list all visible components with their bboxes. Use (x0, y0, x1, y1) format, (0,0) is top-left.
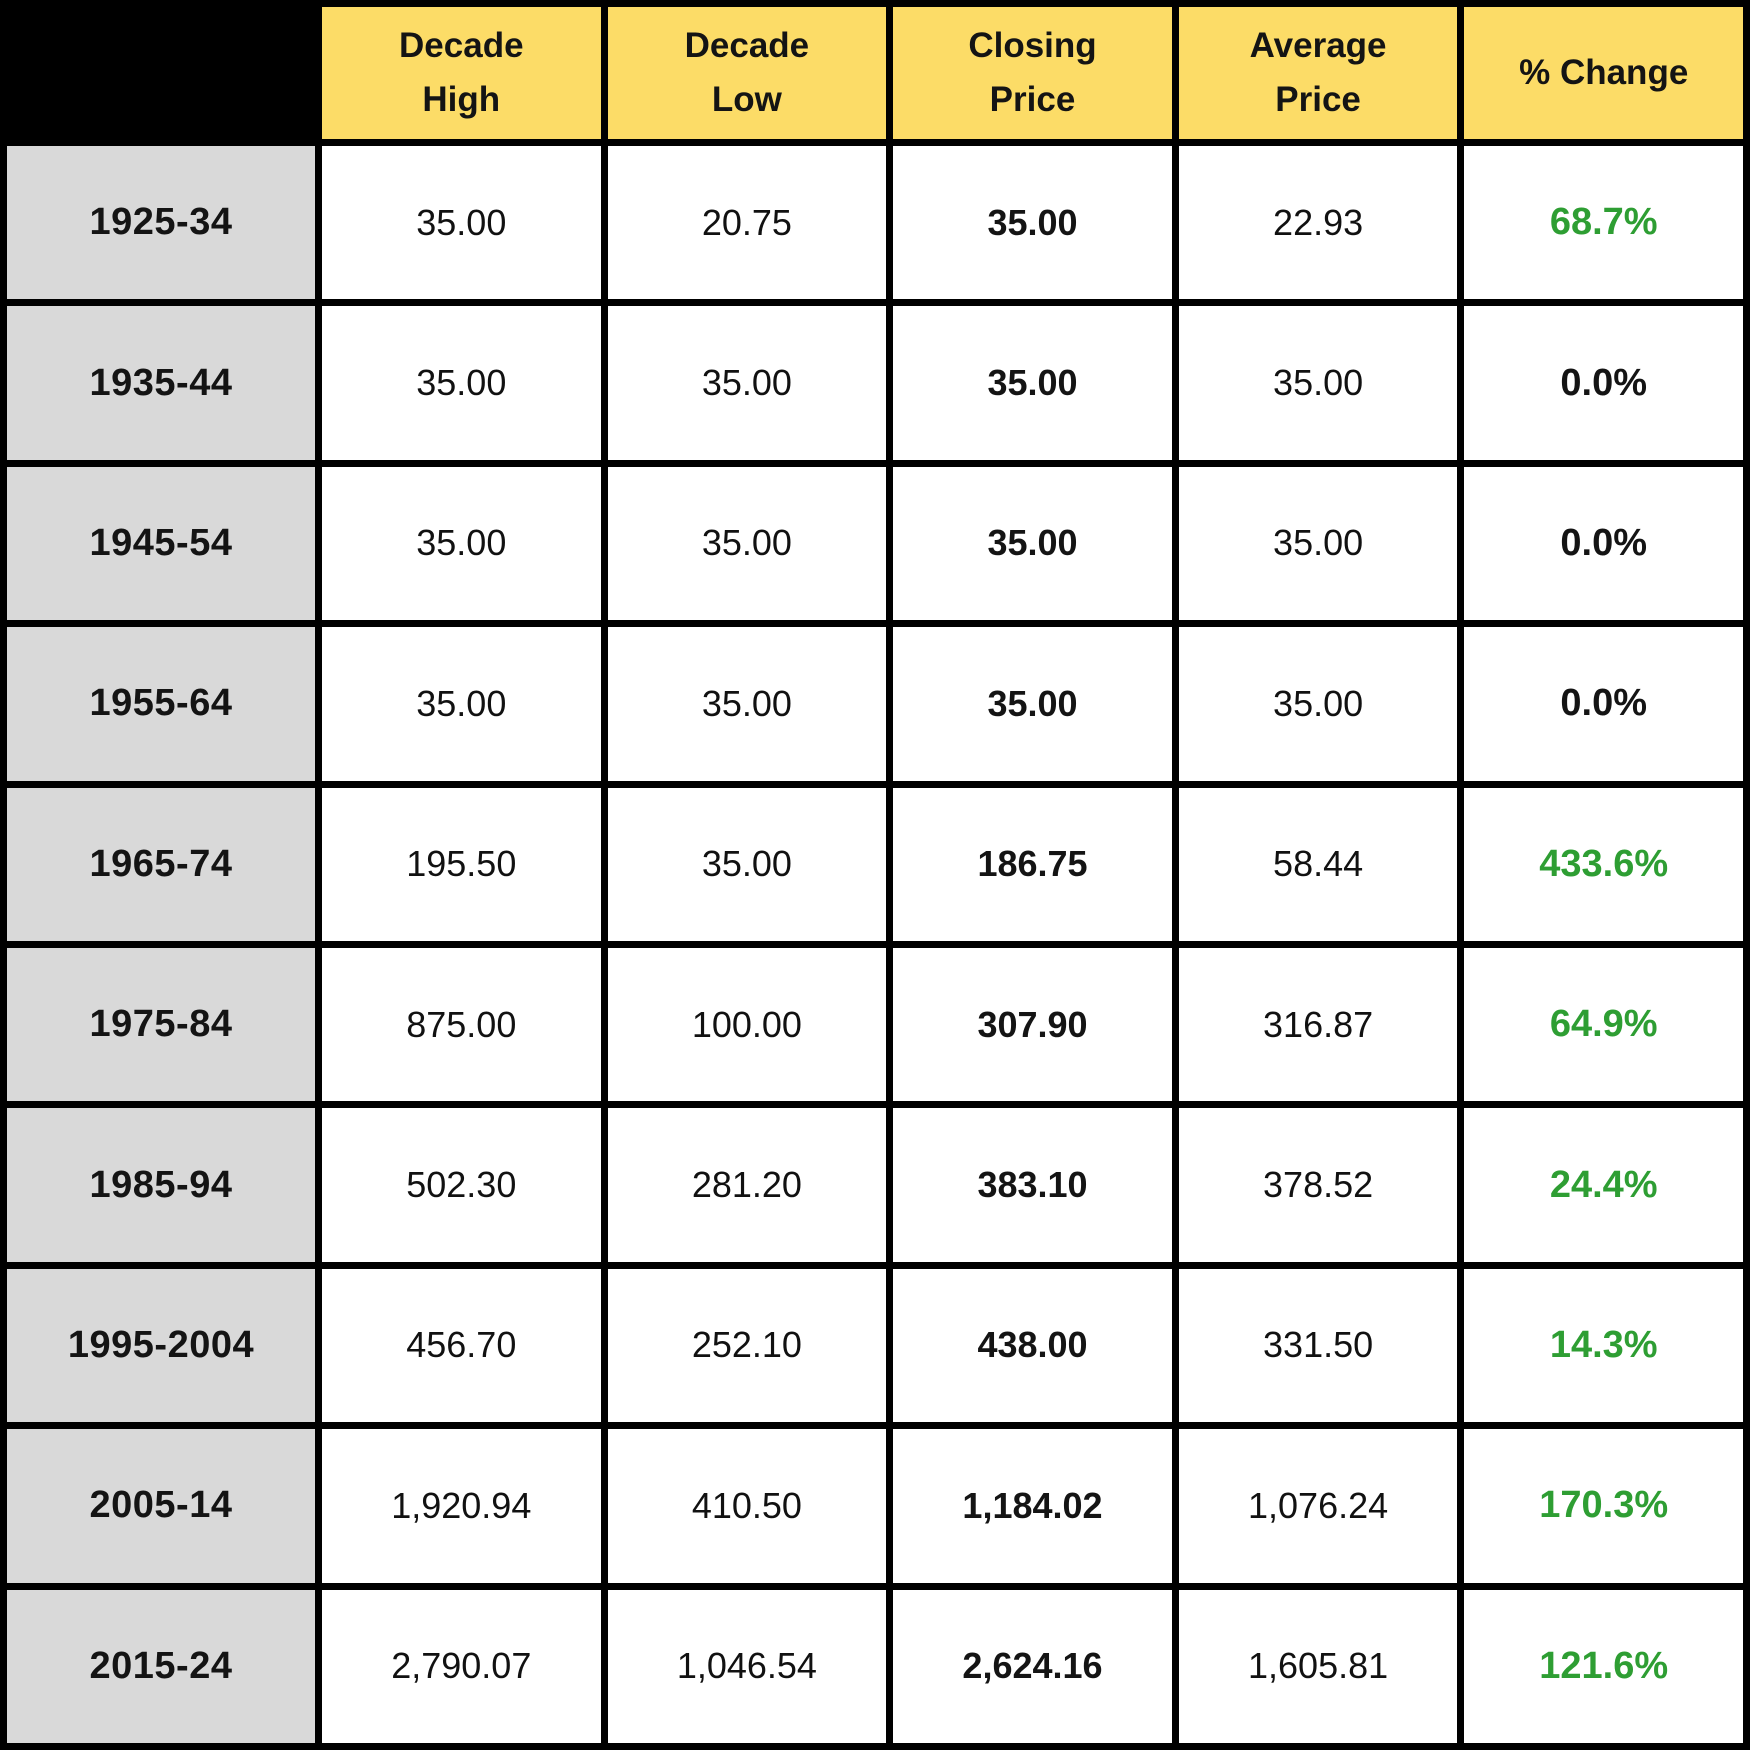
cell-decade-low: 100.00 (607, 947, 887, 1102)
cell-average-price: 35.00 (1178, 627, 1458, 781)
cell-average-price: 331.50 (1178, 1268, 1458, 1423)
cell-pct-change: 68.7% (1464, 146, 1743, 300)
cell-pct-change: 170.3% (1464, 1429, 1743, 1583)
row-label: 1975-84 (7, 947, 315, 1102)
cell-pct-change: 0.0% (1464, 306, 1743, 460)
cell-closing-price: 1,184.02 (893, 1429, 1172, 1583)
cell-pct-change: 0.0% (1464, 466, 1743, 621)
corner-cell (7, 7, 315, 139)
cell-closing-price: 307.90 (893, 947, 1172, 1102)
cell-average-price: 58.44 (1178, 787, 1458, 941)
cell-decade-high: 1,920.94 (322, 1429, 601, 1583)
cell-decade-low: 1,046.54 (607, 1589, 887, 1743)
cell-decade-low: 35.00 (607, 627, 887, 781)
cell-pct-change: 64.9% (1464, 947, 1743, 1102)
cell-decade-high: 456.70 (322, 1268, 601, 1423)
cell-average-price: 35.00 (1178, 306, 1458, 460)
cell-pct-change: 24.4% (1464, 1108, 1743, 1262)
row-label: 1925-34 (7, 146, 315, 300)
cell-closing-price: 438.00 (893, 1268, 1172, 1423)
cell-closing-price: 186.75 (893, 787, 1172, 941)
row-label: 2015-24 (7, 1589, 315, 1743)
cell-closing-price: 35.00 (893, 146, 1172, 300)
cell-decade-low: 35.00 (607, 306, 887, 460)
row-label: 1985-94 (7, 1108, 315, 1262)
column-header-decade-low: Decade Low (607, 7, 887, 139)
cell-average-price: 316.87 (1178, 947, 1458, 1102)
cell-pct-change: 433.6% (1464, 787, 1743, 941)
row-label: 1995-2004 (7, 1268, 315, 1423)
cell-pct-change: 0.0% (1464, 627, 1743, 781)
cell-decade-high: 35.00 (322, 146, 601, 300)
row-label: 1955-64 (7, 627, 315, 781)
cell-closing-price: 2,624.16 (893, 1589, 1172, 1743)
cell-average-price: 1,076.24 (1178, 1429, 1458, 1583)
cell-decade-high: 195.50 (322, 787, 601, 941)
cell-closing-price: 35.00 (893, 627, 1172, 781)
cell-decade-high: 35.00 (322, 306, 601, 460)
row-label: 1935-44 (7, 306, 315, 460)
cell-average-price: 1,605.81 (1178, 1589, 1458, 1743)
row-label: 2005-14 (7, 1429, 315, 1583)
cell-pct-change: 14.3% (1464, 1268, 1743, 1423)
cell-decade-high: 875.00 (322, 947, 601, 1102)
cell-decade-low: 35.00 (607, 466, 887, 621)
cell-decade-low: 20.75 (607, 146, 887, 300)
cell-decade-low: 252.10 (607, 1268, 887, 1423)
cell-decade-high: 35.00 (322, 627, 601, 781)
cell-average-price: 35.00 (1178, 466, 1458, 621)
cell-decade-low: 281.20 (607, 1108, 887, 1262)
cell-closing-price: 35.00 (893, 466, 1172, 621)
cell-decade-high: 502.30 (322, 1108, 601, 1262)
cell-decade-high: 35.00 (322, 466, 601, 621)
cell-average-price: 378.52 (1178, 1108, 1458, 1262)
column-header-pct-change: % Change (1464, 7, 1743, 139)
cell-closing-price: 383.10 (893, 1108, 1172, 1262)
cell-decade-low: 35.00 (607, 787, 887, 941)
cell-closing-price: 35.00 (893, 306, 1172, 460)
cell-pct-change: 121.6% (1464, 1589, 1743, 1743)
cell-decade-low: 410.50 (607, 1429, 887, 1583)
row-label: 1965-74 (7, 787, 315, 941)
cell-average-price: 22.93 (1178, 146, 1458, 300)
column-header-decade-high: Decade High (322, 7, 601, 139)
column-header-average-price: Average Price (1178, 7, 1458, 139)
row-label: 1945-54 (7, 466, 315, 621)
cell-decade-high: 2,790.07 (322, 1589, 601, 1743)
column-header-closing-price: Closing Price (893, 7, 1172, 139)
